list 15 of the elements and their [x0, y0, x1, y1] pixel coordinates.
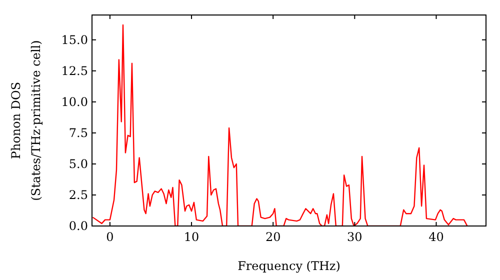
y-tick-label: 10.0: [61, 94, 88, 109]
y-tick-label: 15.0: [61, 32, 88, 47]
x-tick-label: 0: [106, 230, 114, 244]
y-tick-label: 2.5: [68, 188, 88, 202]
y-tick-label: 0.0: [68, 219, 88, 233]
y-tick-label: 7.5: [68, 126, 88, 140]
x-tick-label: 30: [347, 230, 362, 244]
y-axis-title: Phonon DOS (States/THz·primitive cell): [9, 40, 43, 201]
x-tick-label: 40: [428, 230, 444, 244]
y-tick-label: 12.5: [61, 64, 88, 78]
line-series: [92, 24, 468, 226]
x-tick-label: 10: [184, 230, 200, 244]
x-axis-title: Frequency (THz): [238, 259, 340, 273]
x-tick-label: 20: [265, 230, 281, 244]
y-tick-label: 5.0: [68, 156, 88, 171]
